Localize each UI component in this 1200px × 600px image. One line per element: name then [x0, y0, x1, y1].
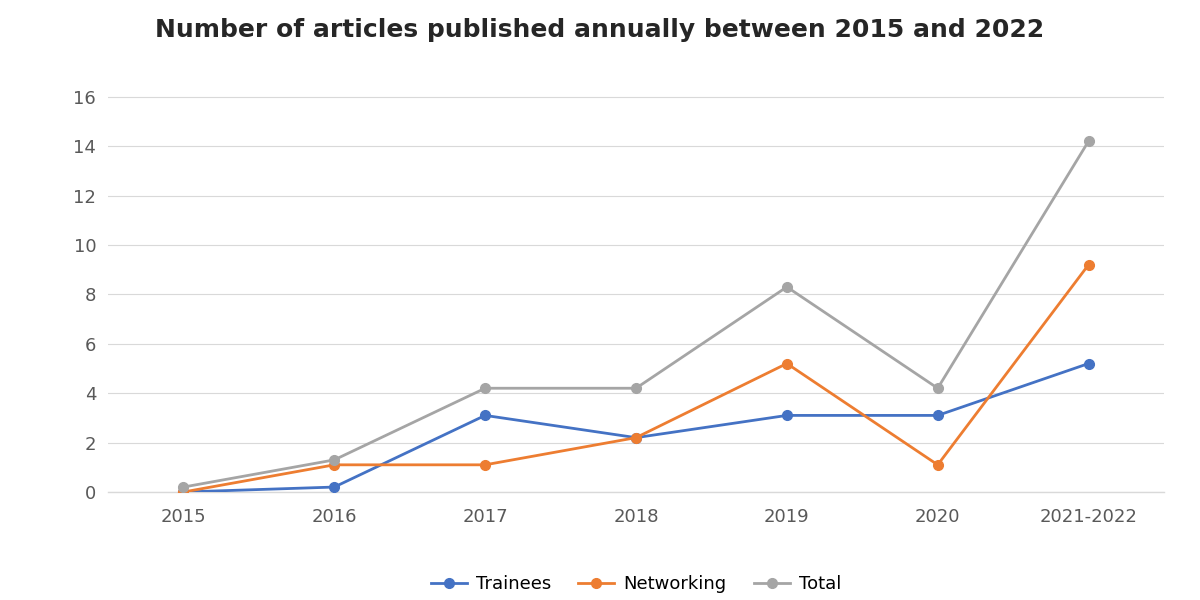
Total	[629, 385, 643, 392]
Total	[930, 385, 944, 392]
Line: Networking: Networking	[179, 260, 1093, 497]
Total	[1081, 137, 1096, 145]
Networking	[629, 434, 643, 441]
Line: Trainees: Trainees	[179, 359, 1093, 497]
Legend: Trainees, Networking, Total: Trainees, Networking, Total	[424, 568, 848, 600]
Networking	[478, 461, 492, 469]
Total	[780, 283, 794, 290]
Total	[176, 484, 191, 491]
Networking	[1081, 261, 1096, 268]
Text: Number of articles published annually between 2015 and 2022: Number of articles published annually be…	[156, 18, 1044, 42]
Trainees	[328, 484, 342, 491]
Networking	[176, 488, 191, 496]
Networking	[328, 461, 342, 469]
Trainees	[478, 412, 492, 419]
Networking	[780, 360, 794, 367]
Trainees	[629, 434, 643, 441]
Total	[328, 456, 342, 463]
Trainees	[176, 488, 191, 496]
Trainees	[930, 412, 944, 419]
Networking	[930, 461, 944, 469]
Total	[478, 385, 492, 392]
Trainees	[780, 412, 794, 419]
Trainees	[1081, 360, 1096, 367]
Line: Total: Total	[179, 136, 1093, 492]
